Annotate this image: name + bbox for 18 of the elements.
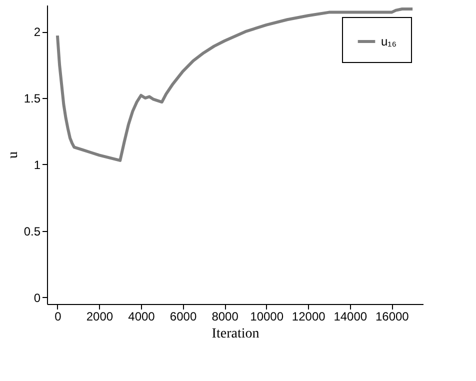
x-tick-label: 6000 [170,310,197,324]
legend-label: u₁₆ [381,34,397,48]
x-tick-label: 12000 [292,310,326,324]
y-axis-title: u [6,152,21,158]
line-series [56,7,414,162]
x-tick-label: 0 [54,310,62,324]
x-tick-label: 14000 [334,310,368,324]
y-tick-label: 1.5 [24,92,41,106]
y-tick-label: 0 [34,290,41,305]
x-tick-label: 4000 [128,310,156,324]
x-axis-title: Iteration [212,326,260,342]
y-tick-label: 0.5 [24,224,41,238]
x-tick-label: 16000 [375,310,410,324]
y-tick-label: 1 [34,158,41,172]
x-tick-label: 10000 [250,310,284,324]
y-tick-label: 2 [34,25,41,40]
x-tick-label: 8000 [212,310,239,324]
x-tick-label: 2000 [86,310,114,324]
